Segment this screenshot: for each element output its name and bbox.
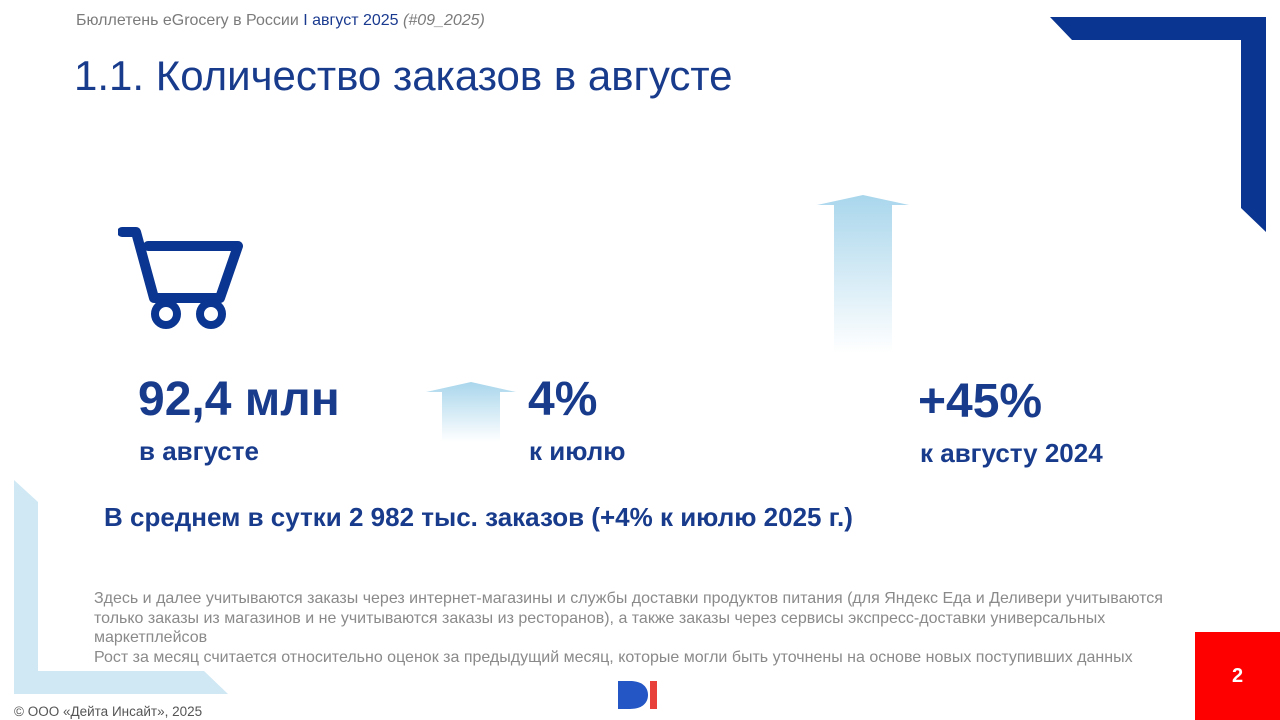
issue-close-paren: ) — [479, 12, 485, 29]
page-title: 1.1. Количество заказов в августе — [74, 52, 733, 99]
up-arrow-icon — [426, 382, 516, 442]
issue-open-paren: ( — [403, 12, 409, 29]
metric-yoy-label: к августу 2024 — [920, 438, 1103, 468]
daily-average-summary: В среднем в сутки 2 982 тыс. заказов (+4… — [104, 502, 853, 532]
bulletin-issue: #09_2025 — [408, 12, 480, 29]
metric-mom-label: к июлю — [529, 436, 626, 466]
footnotes: Здесь и далее учитываются заказы через и… — [94, 589, 1184, 667]
footnote-methodology: Здесь и далее учитываются заказы через и… — [94, 590, 1163, 646]
footnote-growth: Рост за месяц считается относительно оце… — [94, 648, 1133, 666]
metric-mom-value: 4% — [528, 373, 598, 426]
di-logo — [618, 681, 657, 709]
shopping-cart-icon — [118, 227, 243, 329]
bulletin-period: август 2025 — [312, 12, 399, 29]
page-number: 2 — [1231, 664, 1244, 687]
page-number-badge: 2 — [1195, 632, 1280, 720]
header-separator: I — [303, 12, 308, 29]
bulletin-name: Бюллетень eGrocery в России — [76, 12, 299, 29]
metric-orders-value: 92,4 млн — [138, 373, 340, 426]
up-arrow-icon — [817, 195, 909, 353]
corner-frame-top-right — [1050, 17, 1266, 232]
metric-yoy-value: +45% — [918, 375, 1043, 428]
copyright: © ООО «Дейта Инсайт», 2025 — [14, 704, 203, 719]
metric-orders-label: в августе — [139, 436, 259, 466]
bulletin-header: Бюллетень eGrocery в России I август 202… — [76, 12, 485, 30]
